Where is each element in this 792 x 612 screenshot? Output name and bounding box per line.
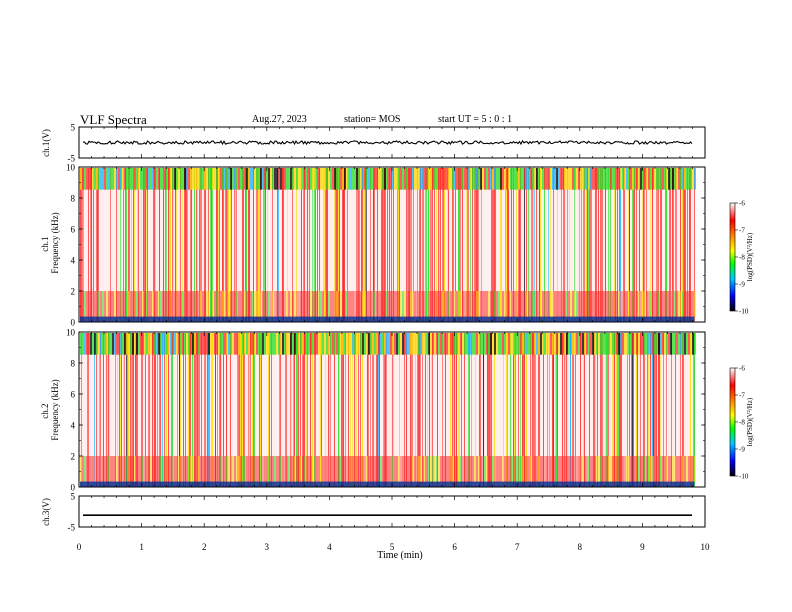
x-tick-label: 10 (701, 542, 711, 552)
colorbar-tick-label: -9 (739, 281, 745, 289)
colorbar-ch2: log(PSD)(V²/Hz) -6 -7 -8 -9 -10 (729, 365, 754, 481)
station-label: station= MOS (344, 114, 401, 125)
y-tick-label: -5 (68, 523, 76, 533)
colorbar-tick-label: -6 (739, 200, 745, 208)
ch1-spectrogram-top-band (80, 168, 696, 190)
x-tick-label: 2 (202, 542, 207, 552)
ch2-spec-ylabel-line2: Frequency (kHz) (50, 379, 60, 440)
y-tick-label: 2 (71, 452, 76, 462)
colorbar-tick-label: -9 (739, 446, 745, 454)
colorbar-tick-label: -10 (739, 308, 749, 316)
colorbar-tick-label: -6 (739, 365, 745, 373)
ch2-spectrogram-cells (80, 333, 696, 487)
ch2-spec-ylabel-line1: ch.2 (40, 404, 50, 419)
x-tick-label: 0 (77, 542, 82, 552)
x-tick-label: 5 (390, 542, 395, 552)
svg-text:ch.1 Frequency (kHz): ch.1 Frequency (kHz) (40, 212, 60, 273)
ch1-spectrogram-base-line (80, 316, 695, 322)
ch1-spec-ylabel-line2: Frequency (kHz) (50, 212, 60, 273)
ch3-waveform-panel-frame (78, 495, 706, 528)
colorbar-ch1-gradient (729, 202, 736, 312)
ch2-spectrogram-panel: ch.2 Frequency (kHz) 0 2 4 6 8 10 (40, 328, 706, 493)
y-tick-label: 0 (71, 318, 76, 328)
y-tick-label: 4 (71, 256, 76, 266)
colorbar-tick-label: -8 (739, 254, 745, 262)
y-tick-label: 2 (71, 287, 76, 297)
x-tick-label: 8 (578, 542, 583, 552)
start-time-label: start UT = 5 : 0 : 1 (438, 114, 513, 125)
ch2-spectrogram-base-line (80, 481, 695, 487)
colorbar-tick-label: -7 (739, 227, 745, 235)
ch1-spectrogram-cells (80, 168, 696, 322)
colorbar-ch2-label: log(PSD)(V²/Hz) (746, 397, 754, 446)
ch1-spectrogram-low-band (80, 291, 696, 318)
colorbar-ch2-gradient (729, 367, 736, 477)
colorbar-ch1: log(PSD)(V²/Hz) -6 -7 -8 -9 -10 (729, 200, 754, 316)
svg-text:ch.2 Frequency (kHz): ch.2 Frequency (kHz) (40, 379, 60, 440)
colorbar-tick-label: -8 (739, 419, 745, 427)
y-tick-label: 6 (71, 225, 76, 235)
y-tick-label: 8 (71, 194, 76, 204)
ch2-spectrogram-low-band (80, 456, 696, 483)
ch1-ylabel: ch.1(V) (41, 129, 51, 157)
ch1-spec-ylabel-line1: ch.1 (40, 237, 50, 252)
x-tick-label: 9 (640, 542, 645, 552)
x-tick-label: 1 (139, 542, 144, 552)
ch1-waveform-panel-trace (82, 139, 693, 146)
x-tick-label: 3 (265, 542, 270, 552)
ch1-waveform-panel: ch.1(V) 5 -5 (41, 123, 706, 164)
colorbar-ch1-label: log(PSD)(V²/Hz) (746, 232, 754, 281)
y-tick-label: 0 (71, 483, 76, 493)
ch2-spectrogram-top-band (80, 333, 696, 355)
y-tick-label: 4 (71, 421, 76, 431)
chart-title: VLF Spectra (80, 112, 147, 127)
y-tick-label: 5 (71, 123, 76, 133)
x-tick-label: 7 (515, 542, 520, 552)
y-tick-label: 6 (71, 390, 76, 400)
x-tick-label: 6 (452, 542, 457, 552)
x-axis-label: Time (min) (377, 550, 422, 561)
x-tick-labels: 0 1 2 3 4 5 6 7 8 9 10 (77, 542, 710, 552)
observation-date: Aug.27, 2023 (252, 114, 307, 125)
y-tick-label: -5 (68, 154, 76, 164)
ch1-spectrogram-panel: ch.1 Frequency (kHz) 0 2 4 6 8 10 (40, 163, 706, 328)
x-tick-label: 4 (327, 542, 332, 552)
colorbar-tick-label: -7 (739, 392, 745, 400)
colorbar-tick-label: -10 (739, 473, 749, 481)
ch3-ylabel: ch.3(V) (41, 498, 51, 526)
y-tick-label: 5 (71, 492, 76, 502)
y-tick-label: 10 (66, 163, 76, 173)
y-tick-label: 8 (71, 359, 76, 369)
ch3-waveform-panel: ch.3(V) 5 -5 (41, 492, 706, 533)
y-tick-label: 10 (66, 328, 76, 338)
